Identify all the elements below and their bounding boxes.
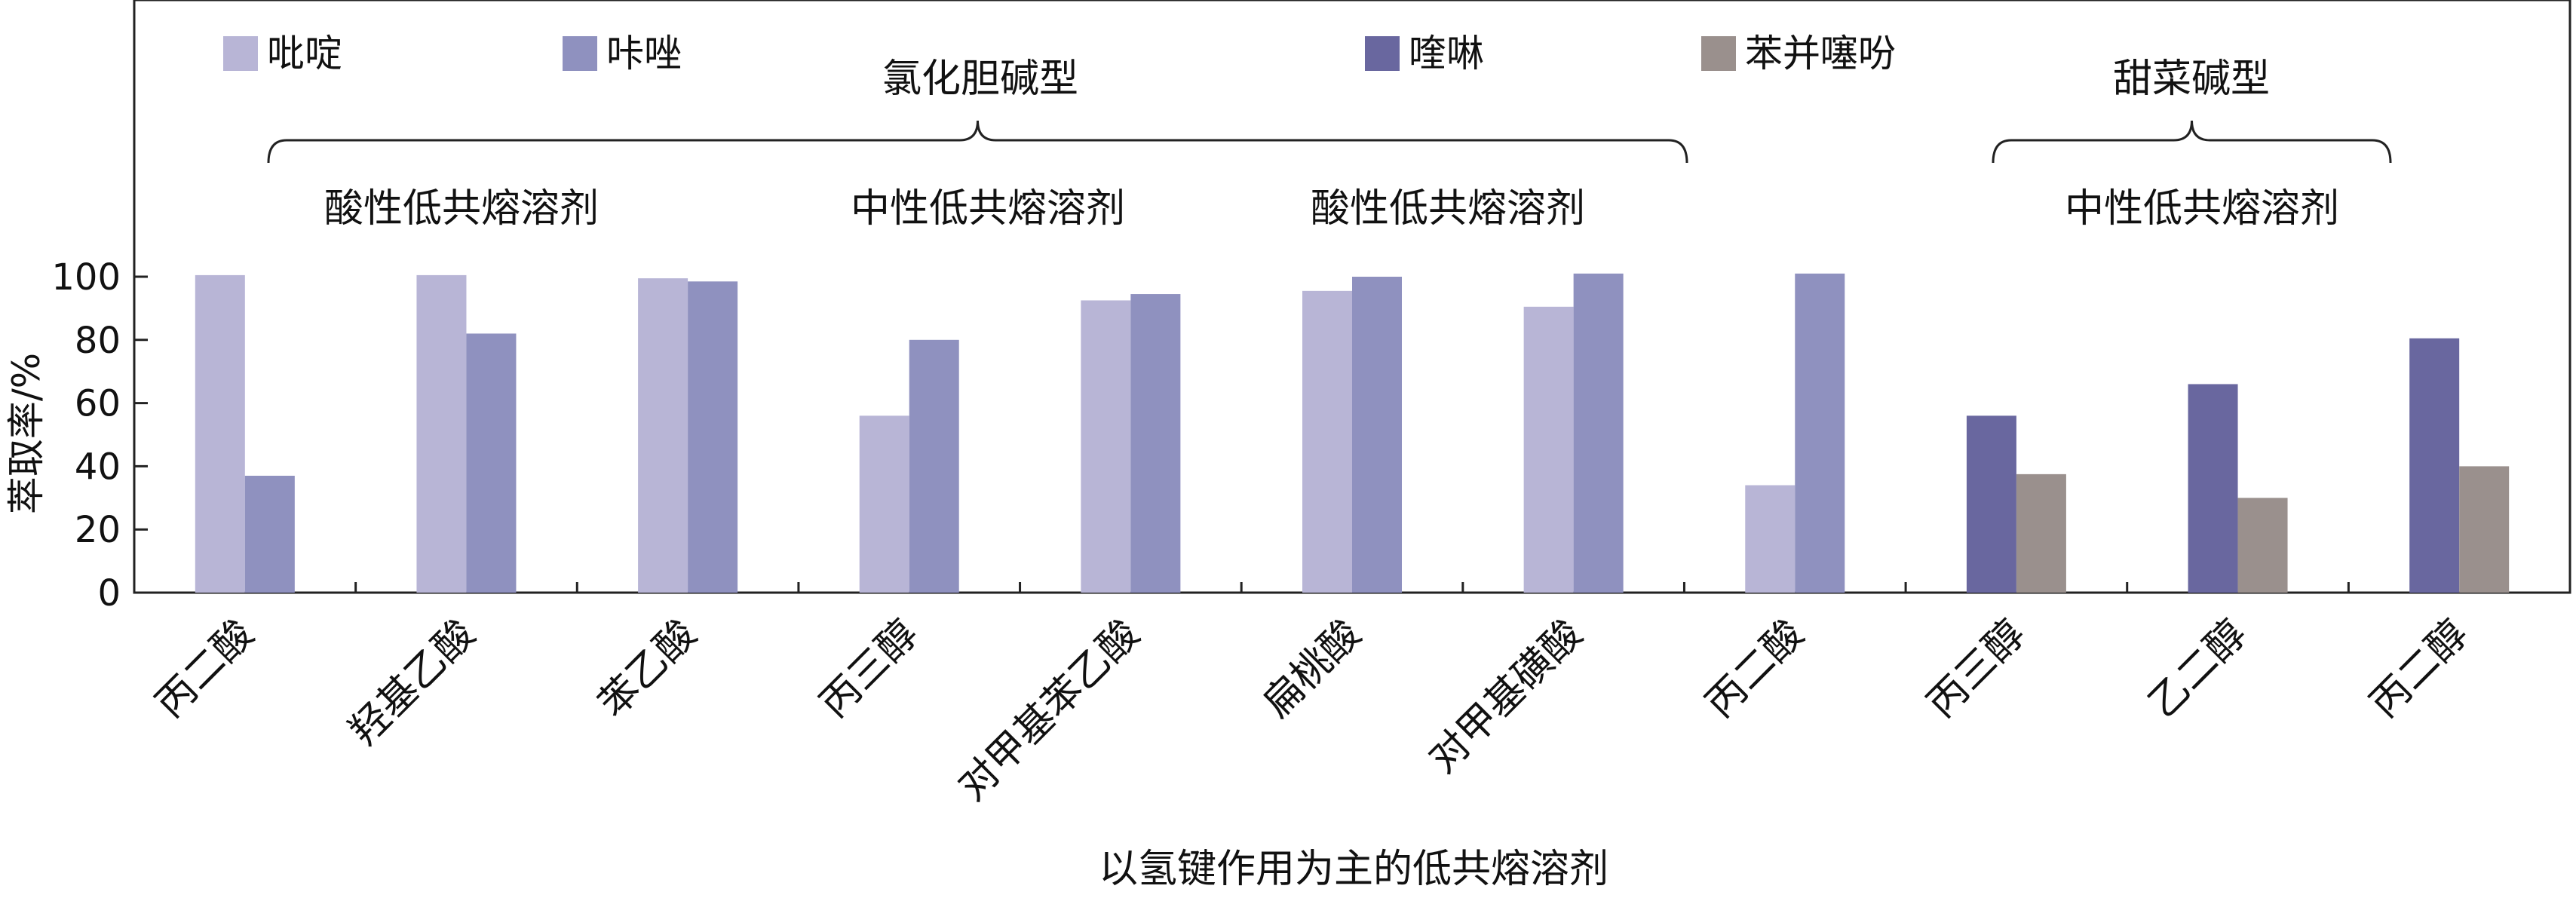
- y-axis: 0 20 40 60 80 100: [51, 256, 148, 615]
- x-axis-label: 以氢键作用为主的低共熔溶剂: [1099, 847, 1608, 892]
- bar: [1966, 415, 2016, 593]
- legend-label: 吡啶: [267, 32, 342, 75]
- x-tick-label: 对甲基苯乙酸: [950, 611, 1148, 810]
- bar: [416, 274, 467, 593]
- y-tick-label: 20: [75, 509, 121, 551]
- bar: [195, 274, 245, 593]
- group-label: 氯化胆碱型: [882, 57, 1078, 102]
- bar: [1352, 277, 1402, 593]
- x-tick-label: 丙二酸: [1697, 611, 1813, 727]
- bar: [2459, 466, 2510, 593]
- legend-swatch: [1365, 36, 1400, 71]
- legend-swatch: [563, 36, 597, 71]
- bar: [1523, 306, 1574, 593]
- bar: [2188, 384, 2238, 593]
- y-tick-label: 100: [51, 256, 121, 299]
- legend-label: 咔唑: [606, 32, 682, 75]
- y-tick-label: 40: [75, 446, 121, 488]
- bar: [638, 278, 688, 593]
- x-tick-label: 丙三醇: [1918, 611, 2034, 727]
- legend-swatch: [223, 36, 258, 71]
- bar: [244, 475, 295, 593]
- bar: [1130, 294, 1181, 593]
- x-tick-label: 羟基乙酸: [341, 611, 484, 755]
- legend-label: 喹啉: [1409, 32, 1484, 75]
- y-tick-label: 80: [75, 320, 121, 362]
- subgroup-label: 酸性低共熔溶剂: [324, 186, 599, 231]
- x-tick-label: 扁桃酸: [1254, 611, 1369, 727]
- subgroup-label: 中性低共熔溶剂: [2065, 186, 2339, 231]
- x-tick-label: 苯乙酸: [590, 611, 706, 727]
- bar: [1745, 485, 1796, 593]
- bar: [1302, 290, 1352, 593]
- x-tick-label: 丙二醇: [2362, 611, 2477, 727]
- bar: [2237, 498, 2288, 593]
- bar: [688, 281, 738, 593]
- bar-layer: [195, 273, 2510, 593]
- bar: [1081, 300, 1131, 593]
- y-tick-label: 0: [97, 572, 121, 615]
- bar: [466, 333, 517, 593]
- group-brace-betaine: [1992, 120, 2392, 164]
- group-brace-choline-chloride: [267, 120, 1688, 164]
- legend-label: 苯并噻吩: [1745, 32, 1896, 75]
- bar: [2016, 474, 2066, 593]
- x-tick-label: 丙二酸: [147, 611, 262, 727]
- bar: [909, 339, 959, 593]
- y-axis-label: 萃取率/%: [5, 353, 48, 514]
- bar: [2409, 338, 2460, 593]
- x-tick-label: 丙三醇: [811, 611, 927, 727]
- bar: [1573, 273, 1624, 593]
- x-tick-label: 乙二醇: [2140, 611, 2256, 727]
- bar: [859, 415, 909, 593]
- x-axis: 丙二酸 羟基乙酸 苯乙酸 丙三醇 对甲基苯乙酸 扁桃酸 对甲基磺酸 丙二酸 丙三醇 乙二醇 丙二醇: [147, 582, 2476, 810]
- y-tick-label: 60: [75, 383, 121, 425]
- legend-swatch: [1701, 36, 1736, 71]
- bar: [1795, 273, 1845, 593]
- group-label: 甜菜碱型: [2113, 57, 2270, 102]
- subgroup-label: 中性低共熔溶剂: [851, 186, 1125, 231]
- subgroup-label: 酸性低共熔溶剂: [1311, 186, 1585, 231]
- x-tick-label: 对甲基磺酸: [1421, 611, 1591, 782]
- legend: 吡啶 咔唑 喹啉 苯并噻吩: [223, 32, 1896, 75]
